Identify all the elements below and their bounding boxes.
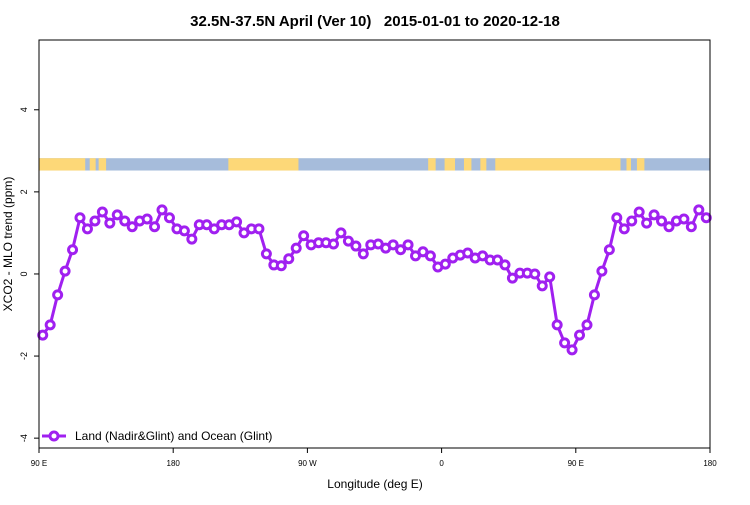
data-point [529, 268, 541, 280]
data-point [327, 238, 339, 250]
data-point [581, 319, 593, 331]
data-point [574, 329, 586, 341]
data-point [492, 254, 504, 266]
chart-title: 32.5N-37.5N April (Ver 10) 2015-01-01 to… [190, 13, 560, 30]
land-segment [626, 158, 631, 171]
series-points [37, 204, 712, 356]
data-point [663, 221, 675, 233]
data-point [499, 259, 511, 271]
land-segment [480, 158, 487, 171]
data-point [544, 271, 556, 283]
data-point [178, 225, 190, 237]
data-point [260, 248, 272, 260]
data-point [596, 265, 608, 277]
x-axis: 90 E 180 90 W 0 90 E 180 [31, 448, 717, 468]
x-tick-label: 180 [167, 459, 181, 468]
y-tick-label: 0 [19, 271, 29, 276]
data-point [163, 212, 175, 224]
data-point [633, 206, 645, 218]
data-point [506, 272, 518, 284]
data-point [611, 212, 623, 224]
data-point [559, 337, 571, 349]
data-point [59, 265, 71, 277]
data-point [648, 209, 660, 221]
y-axis: -4 -2 0 2 4 [19, 107, 39, 442]
data-point [678, 213, 690, 225]
land-segment [98, 158, 107, 171]
x-tick-label: 90 E [31, 459, 47, 468]
land-segment [444, 158, 456, 171]
y-axis-label: XCO2 - MLO trend (ppm) [1, 177, 15, 312]
data-point [186, 233, 198, 245]
legend: Land (Nadir&Glint) and Ocean (Glint) [42, 429, 272, 443]
data-point [126, 221, 138, 233]
data-point [626, 215, 638, 227]
data-point [656, 215, 668, 227]
data-point [141, 213, 153, 225]
data-point [119, 215, 131, 227]
data-point [700, 212, 712, 224]
data-point [357, 248, 369, 260]
data-point [253, 223, 265, 235]
data-point [588, 289, 600, 301]
legend-marker [48, 430, 60, 442]
data-point [275, 260, 287, 272]
data-point [424, 250, 436, 262]
land-segment [89, 158, 96, 171]
data-point [74, 212, 86, 224]
data-point [231, 216, 243, 228]
plot-frame [38, 39, 711, 449]
data-point [96, 206, 108, 218]
legend-label: Land (Nadir&Glint) and Ocean (Glint) [75, 429, 272, 443]
data-point [44, 319, 56, 331]
data-point [685, 221, 697, 233]
data-point [298, 230, 310, 242]
data-point [693, 204, 705, 216]
land-segment [428, 158, 436, 171]
data-point [342, 235, 354, 247]
x-tick-label: 180 [703, 459, 717, 468]
x-tick-label: 90 W [298, 459, 317, 468]
y-tick-label: -2 [19, 352, 29, 360]
data-point [89, 215, 101, 227]
data-point [402, 239, 414, 251]
data-point [111, 209, 123, 221]
surface-band [39, 158, 710, 171]
data-point [149, 221, 161, 233]
data-point [462, 247, 474, 259]
y-tick-label: -4 [19, 434, 29, 442]
land-segment [228, 158, 299, 171]
data-point [156, 204, 168, 216]
data-point [387, 239, 399, 251]
data-point [350, 240, 362, 252]
data-point [37, 329, 49, 341]
land-segment [39, 158, 86, 171]
data-point [81, 223, 93, 235]
data-point [536, 280, 548, 292]
y-tick-label: 4 [19, 107, 29, 112]
land-segment [636, 158, 645, 171]
data-point [551, 319, 563, 331]
data-point [335, 227, 347, 239]
land-segment [463, 158, 472, 171]
data-point [603, 244, 615, 256]
series-line [41, 208, 708, 352]
data-point [67, 244, 79, 256]
x-tick-label: 90 E [568, 459, 584, 468]
y-tick-label: 2 [19, 189, 29, 194]
data-point [104, 217, 116, 229]
data-point [618, 223, 630, 235]
data-point [290, 242, 302, 254]
x-tick-label: 0 [439, 459, 444, 468]
x-axis-label: Longitude (deg E) [327, 477, 422, 491]
data-point [439, 258, 451, 270]
data-point [641, 217, 653, 229]
data-point [395, 244, 407, 256]
land-segment [495, 158, 621, 171]
data-point [283, 253, 295, 265]
data-point [566, 344, 578, 356]
data-point [52, 289, 64, 301]
